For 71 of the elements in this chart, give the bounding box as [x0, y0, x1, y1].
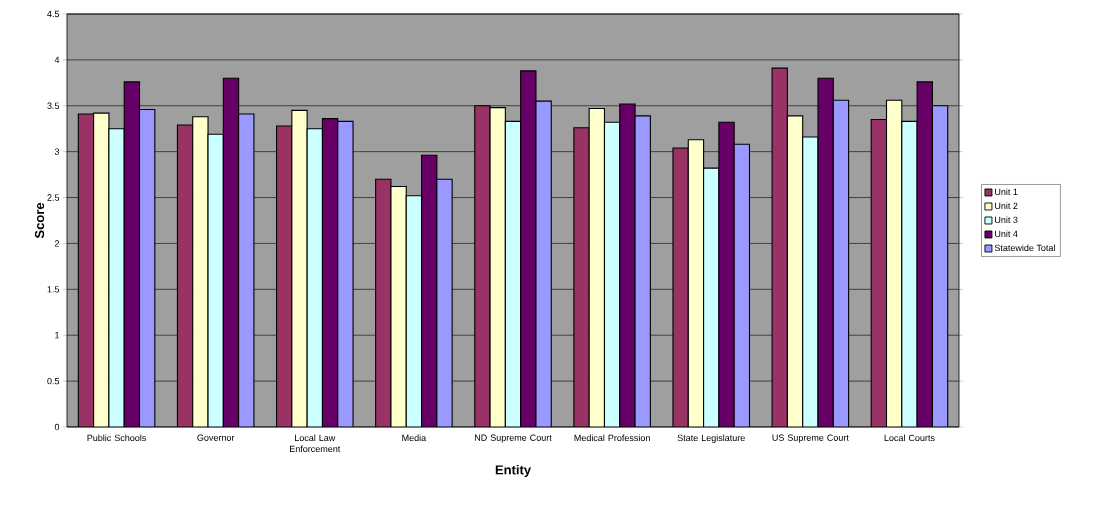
- y-tick-label: 2: [54, 240, 60, 247]
- bar: [916, 81, 933, 427]
- bar: [207, 133, 224, 427]
- bar: [885, 99, 903, 427]
- bar: [786, 115, 804, 427]
- y-tick-label: 2.5: [47, 194, 60, 201]
- bar: [138, 108, 156, 427]
- bar: [489, 107, 506, 427]
- y-axis-title: Score: [34, 202, 45, 239]
- bar: [817, 77, 834, 427]
- x-axis-title: Entity: [495, 464, 531, 478]
- bar: [504, 120, 522, 427]
- bar: [77, 113, 95, 427]
- bar: [306, 128, 323, 427]
- bar: [870, 118, 888, 427]
- x-tick-label: US Supreme Court: [772, 434, 849, 443]
- bar: [771, 67, 788, 427]
- bar: [291, 109, 308, 427]
- legend-label: Unit 2: [995, 202, 1018, 210]
- y-tick-label: 4.5: [47, 10, 60, 18]
- bar: [901, 120, 918, 427]
- bar: [474, 105, 491, 427]
- x-tick-label: Local Law Enforcement: [290, 434, 341, 453]
- bar: [108, 128, 125, 427]
- bar: [275, 125, 293, 427]
- bar: [832, 99, 850, 427]
- y-tick-label: 4: [54, 56, 60, 63]
- x-tick-label: State Legislature: [677, 434, 745, 443]
- bar: [520, 70, 537, 427]
- bar: [588, 107, 606, 427]
- bar: [573, 127, 590, 427]
- y-tick-label: 3: [54, 148, 60, 155]
- y-tick-label: 3.5: [47, 102, 60, 109]
- bar: [634, 115, 651, 427]
- bar: [176, 124, 194, 427]
- bar: [436, 178, 453, 427]
- legend-label: Unit 3: [995, 216, 1018, 224]
- x-tick-label: Governor: [197, 434, 235, 441]
- bar: [192, 116, 209, 427]
- bar: [222, 77, 240, 427]
- bar: [688, 139, 704, 427]
- bar: [238, 113, 255, 427]
- bar: [123, 81, 141, 427]
- bar: [672, 147, 689, 427]
- x-tick-label: Media: [402, 434, 427, 442]
- bar: [321, 118, 339, 427]
- bar: [535, 100, 552, 427]
- y-tick-label: 0: [54, 423, 60, 431]
- y-tick-label: 1.5: [47, 286, 60, 293]
- bar: [603, 121, 621, 427]
- x-tick-label: ND Supreme Court: [474, 434, 552, 443]
- bar: [337, 120, 354, 427]
- y-tick-label: 0.5: [47, 377, 60, 385]
- bar: [802, 136, 819, 427]
- bar: [375, 178, 392, 427]
- bar: [931, 105, 949, 427]
- x-tick-label: Medical Profession: [574, 434, 650, 442]
- bar: [619, 103, 636, 427]
- bar: [405, 195, 423, 427]
- y-tick-label: 1: [55, 332, 60, 339]
- legend-label: Unit 4: [995, 230, 1018, 238]
- bar: [421, 154, 438, 427]
- legend-label: Statewide Total: [994, 244, 1055, 252]
- bar: [703, 168, 719, 427]
- bar: [93, 112, 110, 427]
- bar: [718, 122, 735, 427]
- legend-label: Unit 1: [995, 188, 1018, 196]
- x-tick-label: Public Schools: [87, 434, 146, 442]
- bar: [390, 185, 407, 427]
- x-tick-label: Local Courts: [884, 434, 935, 442]
- bar: [734, 144, 750, 427]
